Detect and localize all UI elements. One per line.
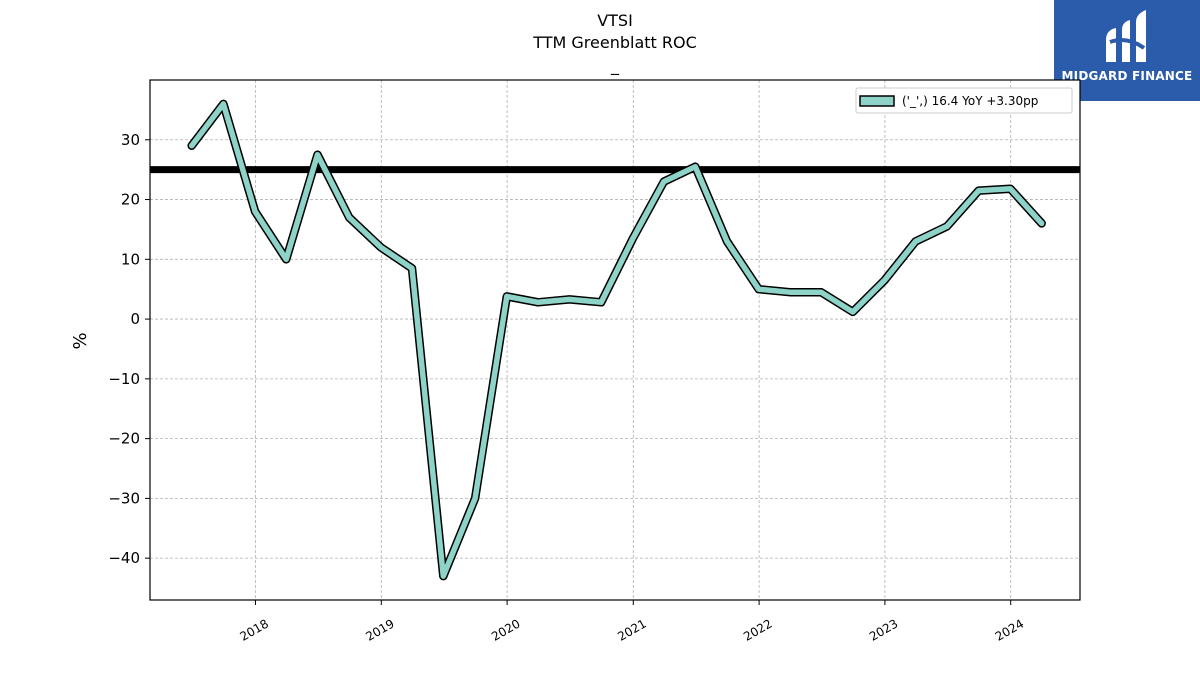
x-axis: 2018 2019 2020 2021 2022 2023 2024: [238, 600, 1026, 644]
x-tick-label: 2018: [238, 616, 271, 643]
y-tick-label: −10: [108, 370, 140, 388]
series-layer: [187, 99, 1046, 581]
x-tick-label: 2024: [993, 616, 1026, 643]
y-tick-label: 0: [130, 310, 140, 328]
x-tick-label: 2020: [489, 616, 522, 643]
logo-mark-icon: [1106, 10, 1146, 62]
y-tick-label: 20: [121, 191, 140, 209]
chart-subtitle-2: _: [611, 56, 619, 75]
chart-subtitle: TTM Greenblatt ROC: [533, 33, 697, 52]
legend-swatch: [859, 95, 895, 107]
x-tick-label: 2019: [363, 616, 396, 643]
logo-text: MIDGARD FINANCE: [1061, 69, 1193, 83]
legend-label: ('_',) 16.4 YoY +3.30pp: [902, 94, 1038, 108]
x-tick-label: 2022: [741, 616, 774, 643]
x-tick-label: 2021: [615, 616, 648, 643]
y-tick-label: 30: [121, 131, 140, 149]
plot-area: [150, 80, 1080, 600]
x-tick-label: 2023: [867, 616, 900, 643]
legend: ('_',) 16.4 YoY +3.30pp: [855, 87, 1073, 114]
y-axis: −40 −30 −20 −10 0 10 20 30: [108, 131, 150, 567]
y-tick-label: −20: [108, 430, 140, 448]
y-tick-label: −40: [108, 549, 140, 567]
legend-box: [855, 87, 1073, 114]
y-tick-label: −30: [108, 489, 140, 507]
y-tick-label: 10: [121, 250, 140, 268]
chart-title: VTSI: [597, 11, 633, 30]
y-axis-label: %: [70, 332, 91, 349]
series-line: [188, 101, 1045, 579]
plot-frame: [149, 79, 1081, 601]
